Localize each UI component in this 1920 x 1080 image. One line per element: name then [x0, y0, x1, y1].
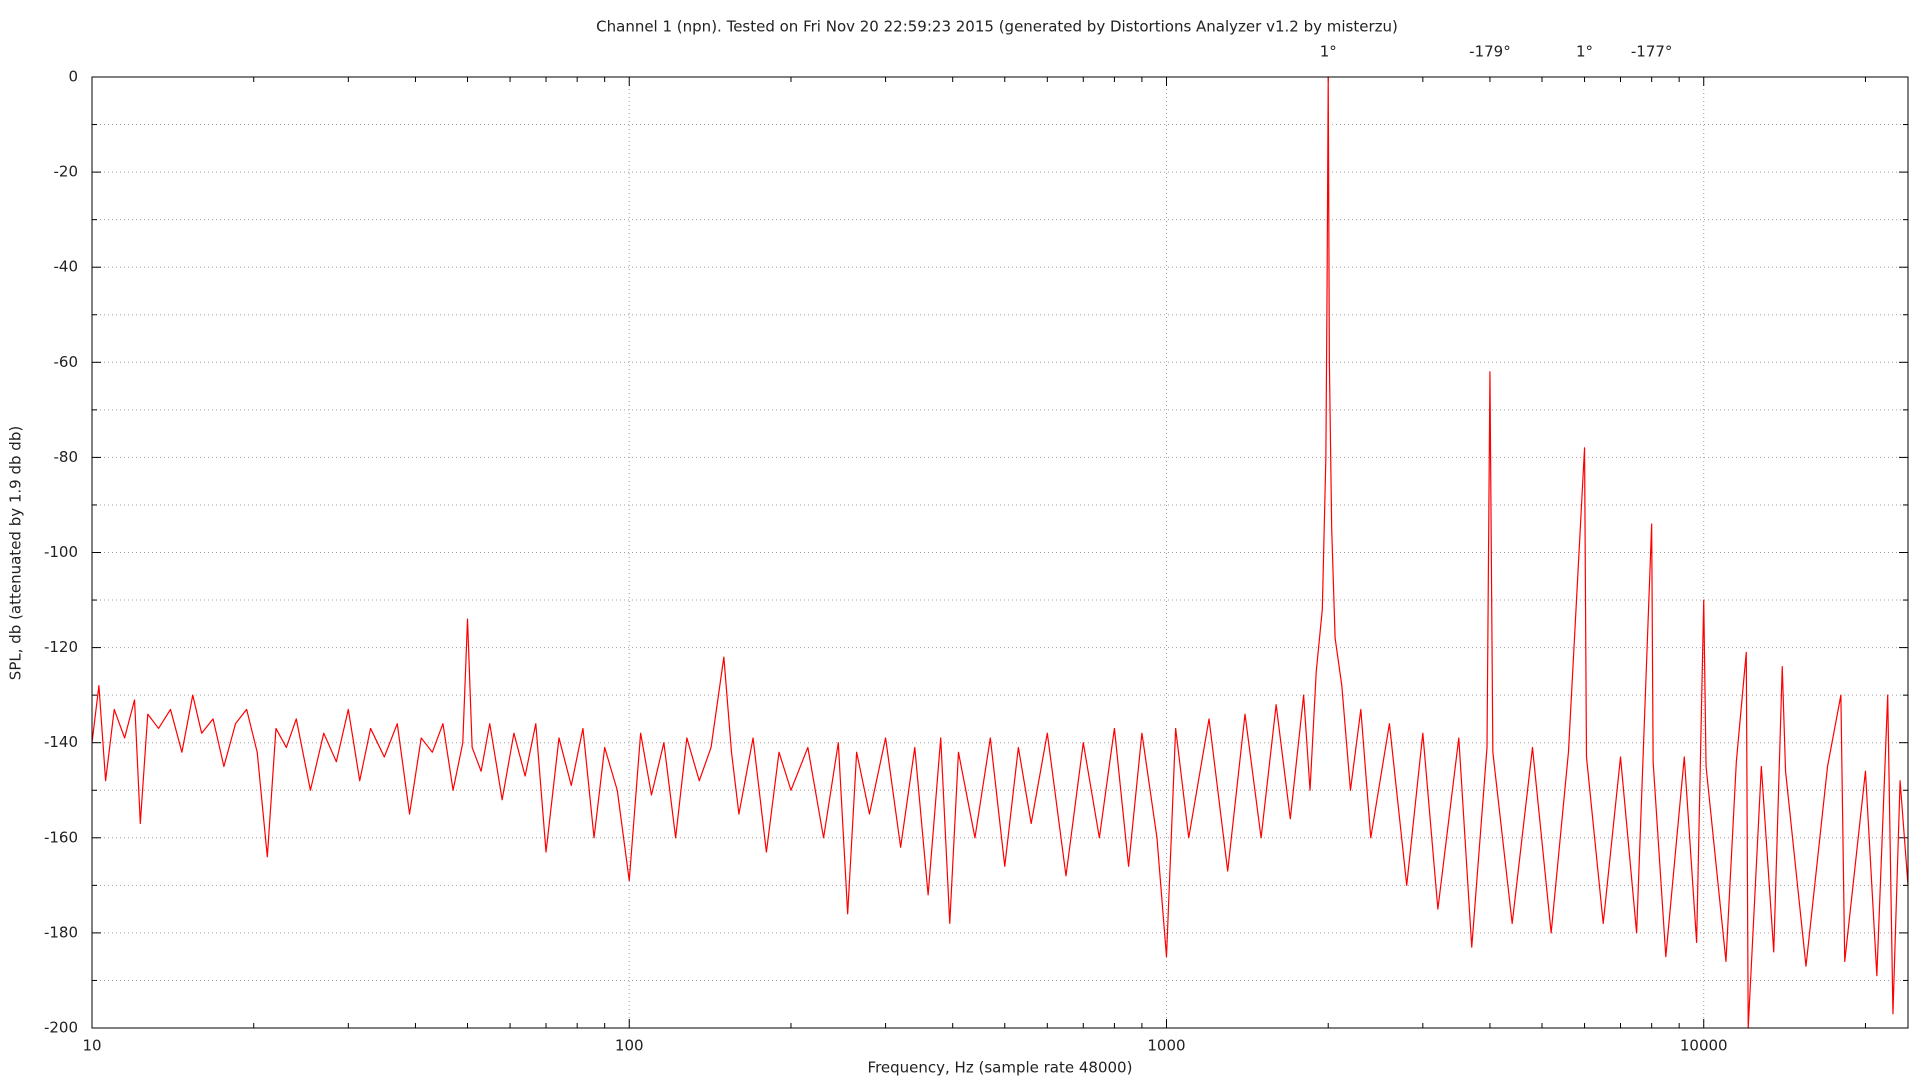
y-tick-label: -40: [54, 258, 79, 276]
x-tick-label: 10000: [1680, 1037, 1728, 1055]
y-tick-label: -100: [44, 543, 78, 561]
y-tick-label: -60: [54, 353, 79, 371]
chart-title: Channel 1 (npn). Tested on Fri Nov 20 22…: [596, 18, 1398, 36]
y-tick-label: -200: [44, 1019, 78, 1037]
y-tick-label: -20: [54, 163, 79, 181]
y-tick-label: -80: [54, 448, 79, 466]
y-tick-label: 0: [68, 68, 78, 86]
x-tick-label: 10: [82, 1037, 101, 1055]
x-tick-label: 100: [615, 1037, 644, 1055]
plot-frame: [91, 76, 1909, 1029]
y-axis-label: SPL, db (attenuated by 1.9 db db): [7, 426, 25, 680]
annotation: -177°: [1631, 43, 1673, 61]
x-tick-label: 1000: [1147, 1037, 1185, 1055]
annotation: -179°: [1469, 43, 1511, 61]
y-tick-label: -160: [44, 828, 78, 846]
spectrum-line: [91, 76, 1909, 1029]
y-tick-label: -180: [44, 923, 78, 941]
x-axis-label: Frequency, Hz (sample rate 48000): [868, 1059, 1133, 1077]
annotation: 1°: [1320, 43, 1337, 61]
y-tick-label: -140: [44, 733, 78, 751]
y-tick-label: -120: [44, 638, 78, 656]
annotation: 1°: [1576, 43, 1593, 61]
